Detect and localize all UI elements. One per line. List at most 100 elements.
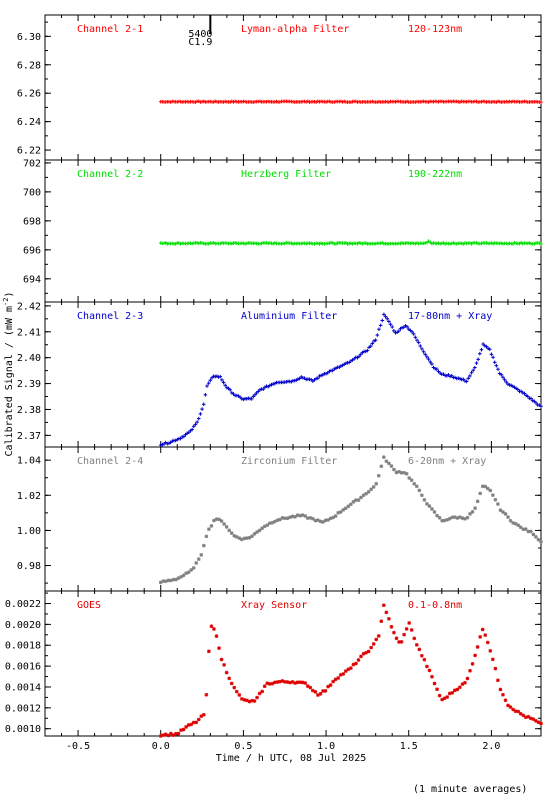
data-point-d2 [437,693,442,698]
data-point-d2 [427,668,432,673]
data-point-d2 [384,459,389,463]
data-point-d2 [440,518,444,523]
data-point-d2 [179,575,183,579]
data-point-d2 [303,681,307,685]
panel-2: 694 696 698 700 702 Channel 2-2 Herzberg Filte… [23,158,543,303]
data-point [470,510,475,514]
data-point-d2 [432,510,437,514]
data-point-d2 [387,617,391,621]
panel-band-label: 17-80nm + Xray [408,311,492,322]
data-point [491,657,495,662]
data-point-d2 [531,717,536,721]
x-axis-tick-labels: -0.5 0.0 0.5 1.0 1.5 2.0 [66,741,500,752]
data-point-d2 [465,676,470,681]
data-point-d2 [214,634,219,638]
data-point [412,482,417,486]
data-point [475,645,480,649]
data-point-d2 [521,713,526,718]
data-point-d2 [255,695,259,700]
data-point-d2 [496,678,500,683]
data-point [389,464,394,468]
data-point-d2 [306,684,310,688]
data-point-d2 [232,534,237,538]
data-point-d2 [465,515,470,520]
data-point-d2 [516,523,520,527]
panel-band-label: 6-20nm + Xray [408,456,486,467]
data-point-d2 [171,733,176,737]
data-point [366,649,371,654]
data-point-d2 [250,698,254,703]
data-point [418,344,423,348]
data-point [250,534,254,539]
data-point-d2 [493,498,498,502]
data-point [437,515,442,520]
data-point-d2 [518,712,523,716]
data-point [196,416,201,421]
data-point [219,657,224,662]
data-point-d2 [539,721,543,726]
data-point [247,535,252,540]
data-point [375,333,380,337]
data-point-d2 [186,570,191,575]
y-tick-label: 6.26 [17,89,41,100]
data-point-d2 [486,640,490,645]
data-point-d2 [227,676,231,681]
data-point [232,685,237,690]
data-point [426,357,431,361]
data-point [385,316,390,321]
data-point-d2 [197,557,201,561]
data-point [522,391,527,396]
data-point [193,422,198,427]
data-point [255,695,259,700]
panel-channel-label: Channel 2-4 [77,456,143,467]
data-point [356,498,361,502]
data-point-d2 [280,516,285,520]
data-point [506,515,510,519]
data-point-d2 [257,528,262,533]
panel-filter-label: Xray Sensor [241,600,307,611]
data-point-d2 [199,553,204,557]
data-point-d2 [425,502,429,506]
data-point-d2 [356,498,361,502]
data-point-d2 [209,524,214,528]
data-point-d2 [376,473,381,478]
data-point-d2 [531,532,536,537]
data-point [227,528,231,533]
x-tick-label: 2.0 [482,741,500,752]
data-point-d2 [300,680,305,685]
data-point-d2 [295,680,300,685]
data-point [425,502,429,506]
data-point [465,676,470,681]
data-point-d2 [349,502,353,507]
data-point-d2 [229,681,234,686]
data-point [516,709,520,714]
panel-5: 0.0010 0.0012 0.0014 0.0016 0.0018 0.0020 0.00… [5,590,543,738]
data-point-d2 [458,515,462,519]
data-point-d2 [361,493,366,497]
data-point-d2 [278,517,282,522]
data-point [492,360,497,365]
data-point-d2 [333,514,338,518]
data-point [318,692,323,696]
data-point-d2 [513,709,518,713]
data-point [529,396,533,401]
data-point-d2 [242,698,247,702]
y-tick-label: 702 [23,158,41,169]
data-point-d2 [354,661,358,666]
data-point [316,376,320,381]
data-point-d2 [250,534,254,538]
data-point-d2 [191,566,196,570]
data-point [377,327,381,332]
data-point-d2 [240,697,244,701]
data-point-d2 [382,603,386,607]
data-point [496,678,500,683]
data-point-d2 [207,649,211,654]
data-point [394,636,399,641]
data-point-d2 [422,498,427,502]
data-point-d2 [247,535,252,540]
data-point [465,515,470,520]
panel-filter-label: Herzberg Filter [241,169,331,180]
data-point [201,402,206,407]
y-tick-label: 2.38 [17,405,41,416]
data-point-d2 [197,717,201,722]
